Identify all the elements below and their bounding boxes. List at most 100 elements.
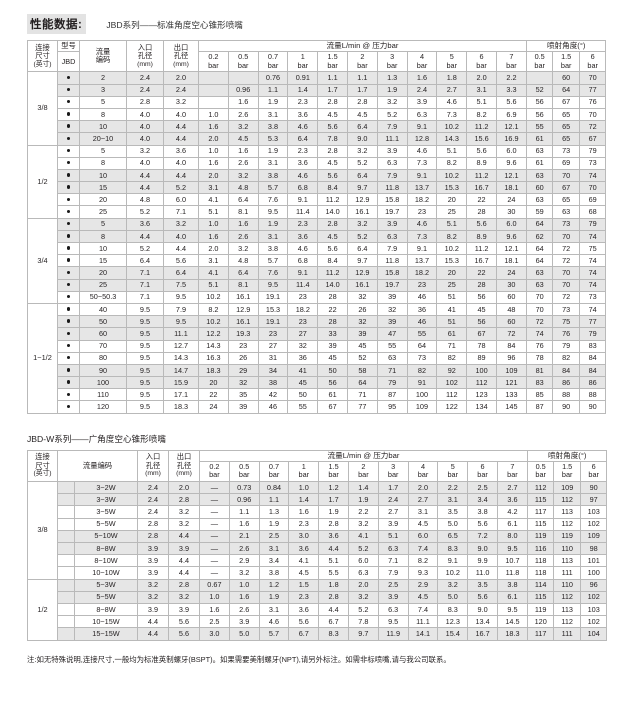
cell-flow-value: 3.1 [257, 229, 289, 244]
th-angle-pressure: 0.5 bar [526, 460, 555, 483]
cell-spray-angle: 84 [578, 363, 607, 378]
cell-inlet-bore: 4.4 [126, 229, 164, 244]
cell-spray-angle: 79 [578, 327, 607, 341]
cell-flow-value: 4.5 [227, 132, 259, 146]
cell-connection-size: 3/8 [27, 71, 58, 146]
cell-outlet-bore: 2.8 [168, 493, 200, 507]
bullet-dot-icon [66, 197, 71, 201]
cell-flow-value: 55 [376, 339, 408, 353]
table-2-title: JBD-W系列——广角度空心锥形喷嘴 [27, 433, 166, 444]
cell-flow-value: 82 [436, 351, 468, 365]
cell-outlet-bore: 7.9 [163, 302, 199, 317]
cell-model-marker [57, 315, 80, 329]
th-pressure: 7 bar [496, 460, 528, 483]
cell-flow-value: 5.7 [258, 627, 290, 641]
cell-flow-value: 22 [466, 193, 497, 207]
cell-spray-angle: 79 [552, 339, 580, 353]
cell-flow-code: 3~5W [74, 505, 138, 519]
table-row: 90 9.5 14.7 18.3 29 34 41 50 58 71 82 92 100 109 81 84 8… [28, 363, 607, 378]
cell-spray-angle [525, 71, 554, 85]
th-angle-pressure: 0.5 bar [525, 51, 554, 73]
cell-flow-value: 4.5 [317, 156, 348, 170]
cell-spray-angle: 63 [525, 193, 554, 207]
bullet-dot-icon [66, 319, 71, 323]
bullet-dot-icon [66, 307, 71, 311]
cell-flow-value: 3.1 [198, 181, 229, 195]
cell-spray-angle: 73 [552, 217, 580, 231]
cell-flow-code: 20~10 [79, 132, 127, 146]
cell-connection-size: 3/8 [27, 481, 58, 580]
cell-flow-code: 20 [79, 193, 127, 207]
cell-spray-angle: 118 [526, 566, 555, 580]
th-pressure: 4 bar [406, 51, 438, 73]
cell-flow-value: 5.6 [467, 517, 498, 531]
cell-flow-value: 11.8 [496, 566, 528, 580]
cell-outlet-bore: 3.9 [168, 541, 200, 556]
cell-flow-value: 6.8 [287, 254, 319, 268]
cell-spray-angle: 79 [578, 217, 607, 231]
cell-outlet-bore: 12.7 [163, 339, 199, 353]
cell-spray-angle: 60 [552, 71, 580, 85]
cell-flow-value: 3.3 [495, 83, 527, 97]
cell-flow-value: 5.1 [377, 529, 409, 544]
cell-flow-value: 6.4 [227, 266, 259, 280]
th-angle-group: 喷射角度(°) [526, 449, 608, 462]
cell-spray-angle: 74 [578, 168, 607, 183]
cell-flow-code: 10 [79, 120, 127, 134]
cell-flow-value: 7.8 [317, 132, 348, 146]
cell-model-blank [57, 566, 75, 580]
cell-flow-value: 2.9 [407, 578, 439, 592]
cell-flow-value: 12.8 [406, 132, 438, 146]
cell-flow-value: 14.5 [496, 615, 528, 629]
cell-flow-value: 4.5 [317, 107, 348, 122]
cell-flow-value: 133 [495, 388, 527, 402]
cell-flow-value: 3.2 [227, 242, 259, 256]
cell-flow-value: 24 [495, 193, 527, 207]
cell-flow-value: 5.3 [257, 132, 289, 146]
cell-flow-value: 2.0 [198, 132, 229, 146]
cell-flow-code: 3~3W [74, 493, 138, 507]
cell-spray-angle: 109 [553, 481, 581, 495]
cell-flow-value: 41 [436, 302, 468, 317]
cell-flow-value: 8.4 [317, 254, 348, 268]
section-header: 性能数据: JBD系列——标准角度空心锥形喷嘴 [0, 0, 629, 40]
cell-flow-value: 9.7 [347, 627, 379, 641]
cell-flow-value: 14.0 [317, 278, 348, 292]
th-conn-size: 连接 尺寸 (英寸) [27, 39, 58, 73]
cell-flow-value: 18.1 [495, 254, 527, 268]
cell-flow-value: 1.8 [318, 578, 349, 592]
cell-flow-value: 7.4 [407, 602, 439, 617]
cell-flow-value: 5.2 [347, 541, 379, 556]
cell-spray-angle: 60 [525, 181, 554, 195]
section-subtitle: JBD系列——标准角度空心锥形喷嘴 [106, 20, 243, 30]
bullet-dot-icon [66, 209, 71, 214]
cell-inlet-bore: 9.5 [126, 302, 164, 317]
cell-flow-value: 3.1 [257, 107, 289, 122]
cell-inlet-bore: 3.2 [137, 590, 169, 604]
cell-flow-value: 11.9 [377, 627, 409, 641]
cell-flow-value: 15.6 [466, 132, 497, 146]
cell-spray-angle: 113 [553, 602, 581, 617]
cell-flow-value: 109 [495, 363, 527, 378]
th-model: 型号 [57, 39, 80, 53]
cell-flow-value: 9.1 [287, 266, 319, 280]
th-flow-code: 流量 编码 [79, 39, 127, 73]
cell-flow-value: 8.2 [407, 554, 439, 568]
cell-flow-value: 100 [406, 388, 438, 402]
cell-flow-value: 19.7 [376, 278, 408, 292]
cell-flow-value: 73 [406, 351, 438, 365]
cell-flow-value: 16.1 [346, 205, 378, 219]
cell-flow-value [227, 71, 259, 85]
cell-flow-value: 4.1 [347, 529, 379, 544]
th-flow-group: 流量L/min @ 压力bar [199, 449, 528, 462]
cell-spray-angle: 116 [526, 541, 555, 556]
cell-spray-angle: 64 [552, 83, 580, 97]
cell-model-marker [57, 242, 80, 256]
cell-spray-angle: 77 [578, 83, 607, 97]
cell-flow-value: 4.5 [288, 566, 320, 580]
cell-spray-angle: 85 [525, 388, 554, 402]
cell-connection-size: 1/2 [27, 578, 58, 641]
cell-flow-value: 5.1 [466, 95, 497, 109]
cell-flow-value: 6.5 [437, 529, 469, 544]
cell-spray-angle: 115 [526, 590, 555, 604]
